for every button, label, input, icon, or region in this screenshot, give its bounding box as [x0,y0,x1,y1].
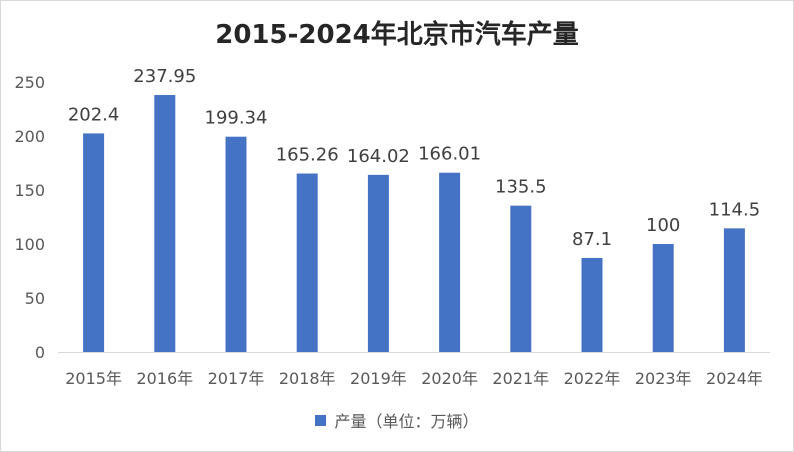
data-label: 100 [646,215,680,236]
bar [154,95,176,352]
data-label: 164.02 [347,146,410,167]
legend-label: 产量（单位：万辆） [334,412,479,431]
data-label: 114.5 [709,199,761,220]
x-tick-label: 2019年 [350,369,407,388]
data-label: 199.34 [205,108,268,129]
bar [367,174,389,352]
bar [510,205,532,352]
x-tick-label: 2017年 [208,369,265,388]
data-label: 135.5 [495,177,547,198]
chart-title: 2015-2024年北京市汽车产量 [215,20,579,50]
x-tick-label: 2020年 [421,369,478,388]
bar [225,136,247,352]
bar [652,244,674,352]
bar [83,133,105,352]
y-tick-label: 50 [25,289,45,308]
x-tick-label: 2021年 [492,369,549,388]
data-label: 237.95 [133,66,196,87]
bar [296,173,318,352]
legend: 产量（单位：万辆） [0,408,794,432]
x-tick-label: 2016年 [136,369,193,388]
x-tick-label: 2022年 [564,369,621,388]
y-tick-label: 100 [14,235,45,254]
bar [723,228,745,352]
y-axis: 0 50 100 150 200 250 [14,73,45,362]
data-labels: 202.4 237.95 199.34 165.26 164.02 166.01 135.5… [68,66,760,250]
y-tick-label: 150 [14,181,45,200]
x-tick-label: 2024年 [706,369,763,388]
x-tick-label: 2023年 [635,369,692,388]
legend-swatch [315,414,327,426]
bar [581,257,603,352]
x-tick-label: 2015年 [65,369,122,388]
data-label: 165.26 [276,145,339,166]
x-axis: 2015年 2016年 2017年 2018年 2019年 2020年 2021年 2022年… [58,352,770,388]
data-label: 202.4 [68,104,120,125]
data-label: 87.1 [572,229,612,250]
y-tick-label: 0 [35,343,45,362]
y-tick-label: 200 [14,127,45,146]
y-tick-label: 250 [14,73,45,92]
bar [439,172,461,352]
bar-series [83,95,745,352]
data-label: 166.01 [418,144,481,165]
x-tick-label: 2018年 [279,369,336,388]
